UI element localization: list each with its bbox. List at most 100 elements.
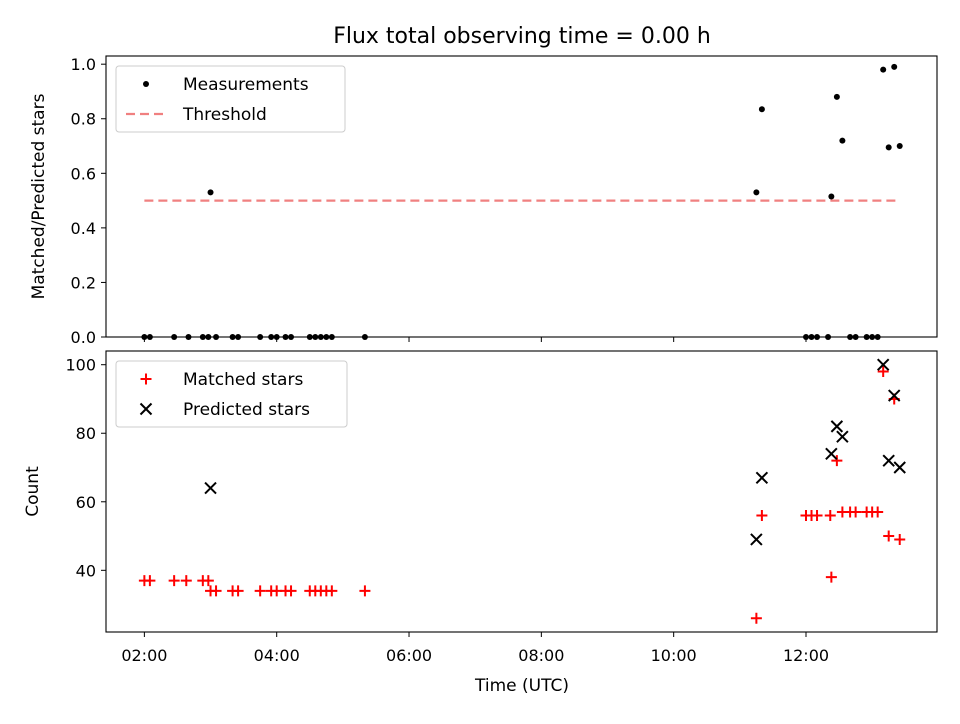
matched-star-point [850,506,862,518]
matched-star-point [894,533,906,545]
measurement-point [213,334,220,340]
y-tick-label: 40 [76,561,96,580]
axes-frame [105,55,938,338]
y-tick-label: 100 [65,356,96,375]
matched-star-point [831,455,843,467]
predicted-star-point [825,447,838,461]
y-tick-label: 0.0 [71,328,96,347]
matched-star-point [232,585,244,597]
measurement-point [328,334,335,340]
y-axis-label: Count [23,466,43,517]
measurement-point [808,334,815,340]
measurement-point [185,334,192,340]
x-tick-label: 04:00 [254,646,300,665]
matched-star-point [285,585,297,597]
matched-star-point [824,509,836,521]
measurement-point [896,143,903,150]
legend-label: Predicted stars [183,400,310,420]
top-panel: 0.0 0.2 0.4 0.6 0.8 1.0 Matched/Predicted star… [29,55,938,347]
measurement-point [146,334,153,340]
measurement-point [891,63,898,70]
predicted-star-point [836,430,849,443]
chart-title: Flux total observing time = 0.00 h [333,24,711,49]
matched-star-point [811,509,823,521]
measurement-point [273,334,280,340]
legend-box [115,65,346,133]
measurement-point [847,334,854,340]
measurement-point [171,334,178,340]
measurement-point [880,66,887,73]
legend-label: Matched stars [183,370,303,390]
measurement-point [869,334,876,340]
measurement-point [825,334,832,340]
legend-marker [139,402,153,416]
x-tick-label: 10:00 [651,646,697,665]
matched-star-point [872,506,884,518]
matched-star-point [326,585,338,597]
y-tick-label: 0.6 [71,164,96,183]
predicted-star-point [204,481,217,495]
measurement-point [885,144,892,151]
axes-frame [105,350,938,633]
matched-star-point [254,585,266,597]
matched-star-point [756,509,768,521]
y-tick-label: 0.8 [71,110,96,129]
legend-marker [143,81,149,87]
measurement-point [839,137,846,144]
measurement-point [802,334,809,340]
measurement-point [874,334,881,340]
measurement-point [235,334,242,340]
measurement-point [141,334,148,340]
measurement-point [317,334,324,340]
measurement-point [205,334,212,340]
x-axis-label: Time (UTC) [474,676,569,696]
matched-star-point [168,575,180,587]
legend-box [115,360,348,428]
x-tick-label: 02:00 [121,646,167,665]
predicted-star-point [882,454,895,467]
legend-label: Threshold [182,105,267,125]
measurement-point [312,334,319,340]
x-tick-label: 12:00 [783,646,829,665]
matched-star-point [825,571,837,583]
y-tick-label: 1.0 [71,55,96,74]
x-tick-label: 08:00 [518,646,564,665]
measurement-point [306,334,313,340]
matched-star-point [180,575,192,587]
bottom-panel: 40 60 80 100 02:00 04:00 06:00 08:00 10:00 12:00 C… [23,350,938,665]
measurement-point [828,193,835,200]
y-axis-label: Matched/Predicted stars [29,93,49,299]
measurement-point [361,334,368,340]
matched-star-point [877,366,889,378]
matched-star-point [359,585,371,597]
y-tick-label: 60 [76,493,96,512]
predicted-star-point [830,420,844,433]
predicted-star-point [750,533,763,546]
measurement-point [753,189,760,196]
y-tick-label: 80 [76,424,96,443]
measurement-point [229,334,236,340]
predicted-star-point [888,389,901,402]
matched-star-point [144,575,156,587]
legend-label: Measurements [183,75,309,95]
legend-marker [140,373,152,385]
measurement-point [758,106,765,113]
measurement-point [288,334,295,340]
measurement-point [323,334,330,340]
measurement-point [268,334,275,340]
measurement-point [852,334,859,340]
matched-star-point [883,530,895,542]
measurement-point [199,334,206,340]
matched-star-point [750,612,762,624]
matched-star-point [210,585,222,597]
y-tick-label: 0.4 [71,219,96,238]
predicted-star-point [876,358,890,371]
measurement-point [833,93,840,100]
matched-star-point [202,575,214,587]
measurement-point [863,334,870,340]
y-tick-label: 0.2 [71,273,96,292]
predicted-star-point [755,471,769,485]
measurement-point [814,334,821,340]
measurement-point [257,334,264,340]
